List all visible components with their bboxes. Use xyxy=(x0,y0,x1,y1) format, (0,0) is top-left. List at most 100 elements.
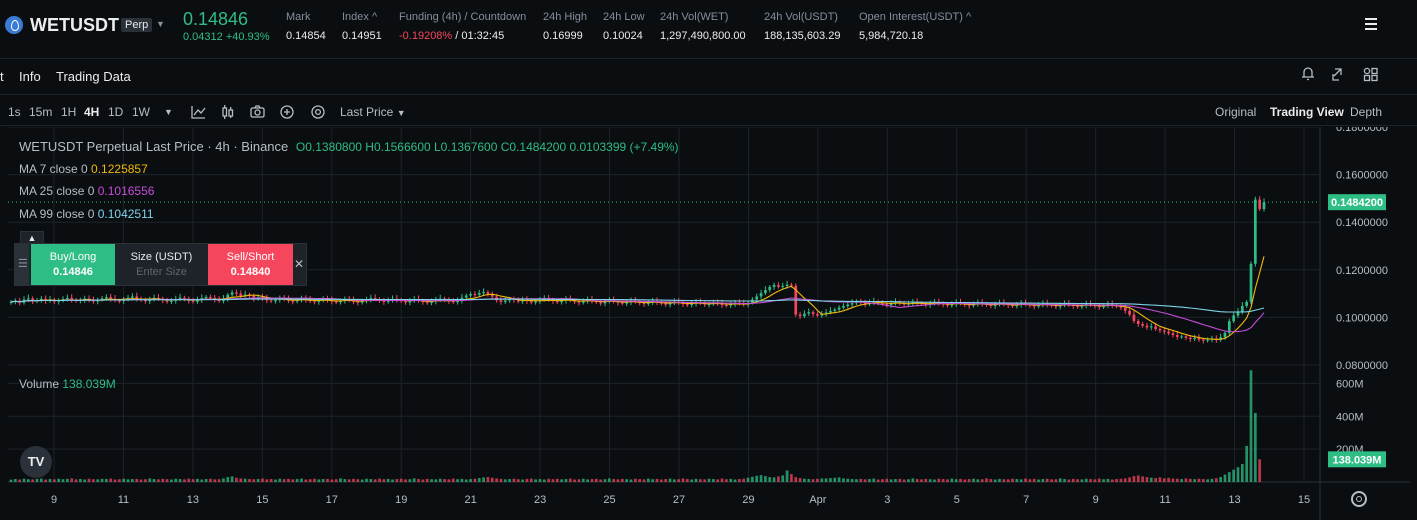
volume-bar xyxy=(1240,463,1244,482)
volume-bar xyxy=(165,479,169,482)
price-chart[interactable]: 0.1800000 0.1600000 0.1400000 0.1200000 0.10… xyxy=(8,127,1410,520)
camera-icon[interactable] xyxy=(250,105,265,118)
ma7-legend[interactable]: MA 7 close 0 0.1225857 xyxy=(19,162,148,176)
view-depth[interactable]: Depth xyxy=(1350,105,1383,119)
volume-bar xyxy=(586,479,589,482)
candle-body xyxy=(165,300,169,302)
volume-bar xyxy=(1232,469,1235,482)
view-original[interactable]: Original xyxy=(1215,105,1257,119)
tab-chart[interactable]: t xyxy=(0,69,4,84)
volume-bar xyxy=(421,479,425,482)
legend-ohlc: O0.1380800 H0.1566600 L0.1367600 C0.1484… xyxy=(295,140,679,154)
ma25-label: MA 25 close 0 xyxy=(19,184,95,198)
symbol-dropdown-chevron-icon[interactable]: ▼ xyxy=(156,19,165,29)
perp-badge: Perp xyxy=(121,18,153,32)
volume-bar xyxy=(269,479,273,482)
volume-bar xyxy=(356,479,360,482)
date-tick-label: 7 xyxy=(1023,494,1029,506)
volume-bar xyxy=(1015,479,1019,482)
volume-label: Volume xyxy=(19,377,60,391)
interval-1w[interactable]: 1W xyxy=(132,105,150,119)
volume-bar xyxy=(590,479,594,482)
volume-bar xyxy=(486,477,490,482)
volume-bar xyxy=(1067,479,1071,482)
volume-bar xyxy=(256,478,260,482)
open-interest-label[interactable]: Open Interest(USDT) ^ xyxy=(859,11,972,23)
volume-bar xyxy=(131,479,134,482)
volume-bar xyxy=(1058,478,1062,482)
interval-4h[interactable]: 4H xyxy=(84,105,100,119)
volume-bar xyxy=(568,478,572,482)
index-label[interactable]: Index ^ xyxy=(342,11,378,23)
volume-bar xyxy=(35,478,39,482)
volume-bar xyxy=(343,479,347,482)
volume-bar xyxy=(837,477,841,482)
menu-icon[interactable] xyxy=(1364,18,1378,32)
sell-short-button[interactable]: Sell/Short 0.14840 xyxy=(208,244,293,285)
volume-bar xyxy=(278,478,282,482)
interval-1h[interactable]: 1H xyxy=(61,105,77,119)
volume-bar xyxy=(274,479,277,482)
candle-body xyxy=(1141,324,1144,326)
funding-rate: -0.19208% xyxy=(399,30,453,42)
volume-bar xyxy=(915,479,919,482)
bell-icon[interactable] xyxy=(1302,67,1314,81)
volume-bar xyxy=(291,479,295,482)
ticker-header: WETUSDT Perp ▼ 0.14846 0.04312 +40.93% M… xyxy=(0,0,1417,59)
volume-bar xyxy=(1002,479,1006,482)
size-field[interactable]: Size (USDT) Enter Size xyxy=(115,244,208,285)
price-type-chevron-icon: ▼ xyxy=(396,108,406,118)
view-trading-view[interactable]: Trading View xyxy=(1270,105,1344,119)
buy-long-button[interactable]: Buy/Long 0.14846 xyxy=(31,244,115,285)
volume-bar xyxy=(1110,479,1114,482)
volume-bar xyxy=(720,478,724,482)
tab-trading-data[interactable]: Trading Data xyxy=(56,69,131,84)
layout-icon[interactable] xyxy=(1363,67,1378,82)
volume-bar xyxy=(820,478,824,482)
add-indicator-icon[interactable] xyxy=(280,105,294,119)
open-interest-value: 5,984,720.18 xyxy=(859,30,924,42)
candle-body xyxy=(577,301,581,303)
ma25-legend[interactable]: MA 25 close 0 0.1016556 xyxy=(19,184,154,198)
candle-body xyxy=(1136,320,1140,325)
candle-body xyxy=(785,284,789,286)
volume-bar xyxy=(330,479,334,482)
candle-body xyxy=(1054,305,1058,307)
volume-bar xyxy=(239,478,243,482)
volume-bar xyxy=(22,478,26,482)
candle-type-icon[interactable] xyxy=(222,105,234,119)
ma99-legend[interactable]: MA 99 close 0 0.1042511 xyxy=(19,207,154,221)
expand-icon[interactable] xyxy=(1332,68,1342,81)
interval-1s[interactable]: 1s xyxy=(8,105,21,119)
interval-15m[interactable]: 15m xyxy=(29,105,53,119)
candle-body xyxy=(382,300,386,302)
drag-handle-icon[interactable]: ☰ xyxy=(15,244,29,285)
volume-bar xyxy=(308,479,312,482)
volume-bar xyxy=(53,479,56,482)
size-input-placeholder[interactable]: Enter Size xyxy=(136,266,187,278)
tab-info[interactable]: Info xyxy=(19,69,41,84)
close-icon[interactable]: ✕ xyxy=(294,257,305,271)
volume-bar xyxy=(222,478,225,482)
volume-bar xyxy=(265,479,269,482)
indicator-icon[interactable] xyxy=(191,106,206,119)
settings-target-icon[interactable] xyxy=(311,105,325,119)
volume-bar xyxy=(1175,478,1179,482)
price-tick-label: 0.1200000 xyxy=(1336,265,1388,277)
interval-1d[interactable]: 1D xyxy=(108,105,124,119)
volume-bar xyxy=(616,479,620,482)
tradingview-logo-icon[interactable]: TV xyxy=(20,446,52,478)
price-type-select[interactable]: Last Price ▼ xyxy=(340,105,406,119)
volume-bar xyxy=(434,479,438,482)
candle-body xyxy=(755,296,759,300)
volume-bar xyxy=(152,479,156,482)
interval-more-chevron-icon[interactable]: ▼ xyxy=(164,107,173,117)
volume-bar xyxy=(313,478,316,482)
symbol-name[interactable]: WETUSDT xyxy=(30,15,119,35)
candle-body xyxy=(555,300,559,303)
volume-bar xyxy=(790,474,793,482)
gear-icon[interactable] xyxy=(1351,491,1367,507)
volume-bar xyxy=(924,478,928,482)
candle-body xyxy=(477,293,481,295)
candle-body xyxy=(313,301,316,303)
